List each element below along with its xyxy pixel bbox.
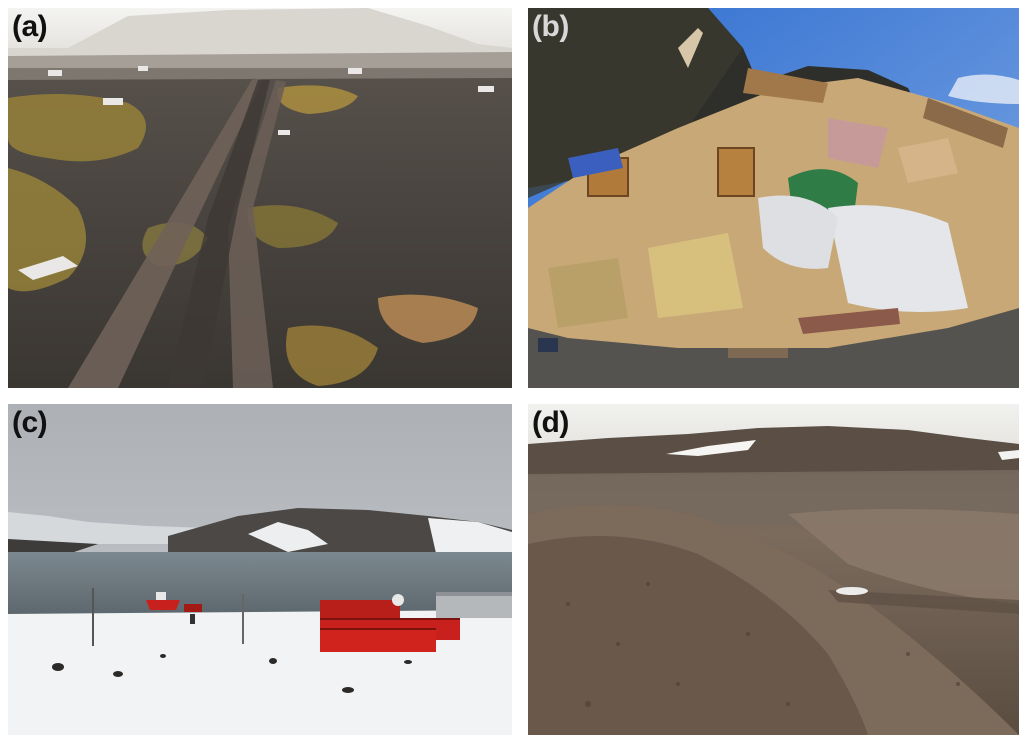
tundra-track-photo: [8, 8, 512, 388]
photo-panel-c: (c): [8, 404, 512, 735]
antarctic-station-photo: [8, 404, 512, 735]
photo-panel-d: (d): [528, 404, 1019, 735]
photo-panel-b: (b): [528, 8, 1019, 388]
panel-label-b: (b): [532, 10, 569, 43]
debris-pile-photo: [528, 8, 1019, 388]
panel-label-a: (a): [12, 10, 48, 43]
panel-label-c: (c): [12, 406, 48, 439]
gravel-mounds-photo: [528, 404, 1019, 735]
photo-panel-a: (a): [8, 8, 512, 388]
panel-label-d: (d): [532, 406, 569, 439]
